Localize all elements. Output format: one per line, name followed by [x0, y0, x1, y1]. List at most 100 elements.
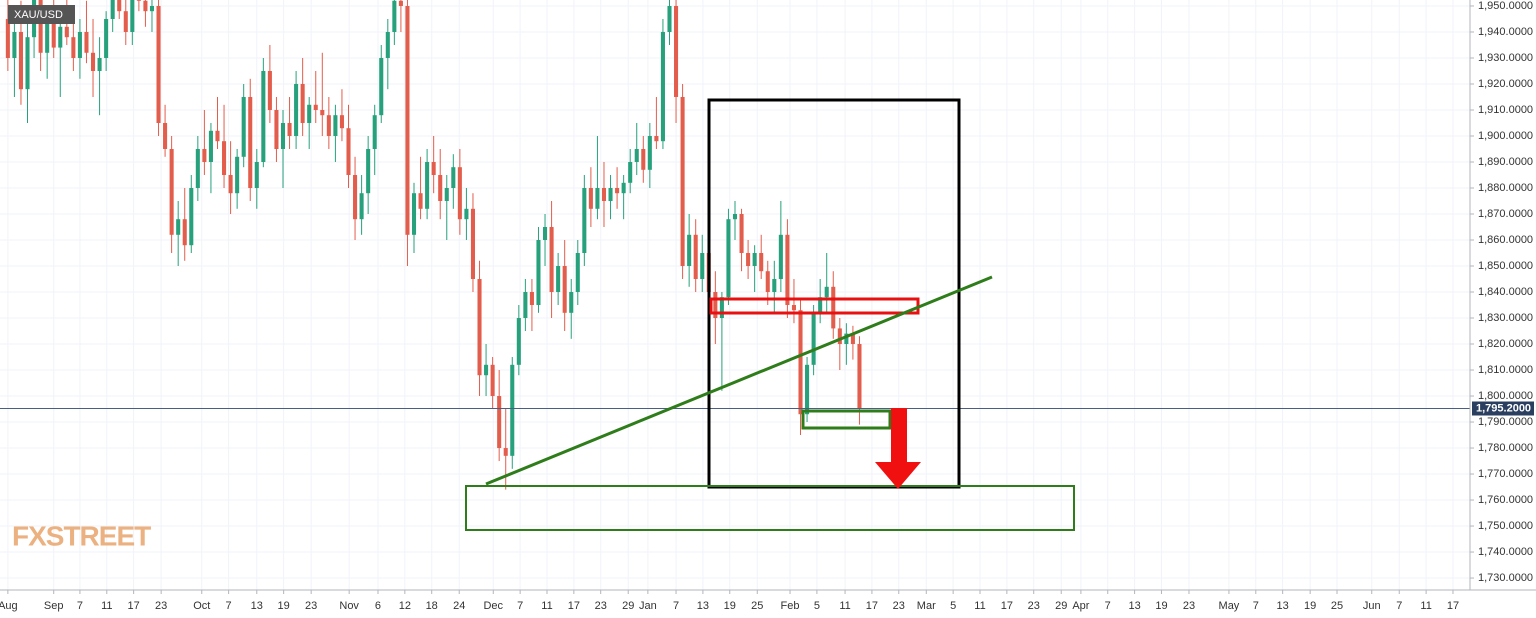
y-tick-label: 1,760.0000	[1478, 494, 1533, 506]
candle-body	[759, 253, 764, 272]
candle-body	[700, 253, 705, 280]
x-tick-label: Nov	[339, 600, 359, 612]
x-tick-label: 11	[541, 600, 552, 612]
candle-body	[176, 219, 181, 235]
y-tick-label: 1,850.0000	[1478, 260, 1533, 272]
candle-body	[418, 193, 423, 209]
x-tick-label: 11	[101, 600, 112, 612]
candle-body	[261, 70, 266, 162]
candle-body	[778, 234, 783, 280]
candle-body	[628, 161, 633, 183]
x-tick-label: 29	[622, 600, 634, 612]
candle-body	[536, 240, 541, 306]
x-tick-label: 7	[673, 600, 679, 612]
candle-body	[844, 333, 849, 345]
candles	[0, 0, 1470, 490]
candle-body	[346, 128, 351, 175]
candle-body	[529, 292, 534, 306]
x-tick-label: 23	[1028, 600, 1040, 612]
x-tick-label: 25	[1331, 600, 1343, 612]
candle-body	[215, 130, 220, 142]
x-tick-label: 11	[1420, 600, 1431, 612]
candle-body	[503, 448, 508, 456]
x-tick-label: 13	[1277, 600, 1289, 612]
candle-body	[425, 161, 430, 209]
candle-body	[45, 18, 50, 53]
trend-line	[485, 275, 993, 486]
low-box	[801, 409, 892, 430]
x-tick-label: Mar	[917, 600, 936, 612]
candle-body	[366, 148, 371, 194]
x-tick-label: 23	[305, 600, 317, 612]
candle-body	[732, 214, 738, 220]
candle-body	[660, 31, 665, 142]
x-tick-label: Oct	[193, 600, 210, 612]
candle-body	[241, 96, 246, 157]
x-tick-label: 19	[278, 600, 290, 612]
candle-body	[58, 26, 63, 48]
candle-body	[464, 208, 469, 220]
x-tick-label: 17	[1447, 600, 1459, 612]
x-tick-label: 13	[697, 600, 709, 612]
candle-body	[372, 115, 377, 149]
x-tick-label: 7	[226, 600, 232, 612]
candle-body	[326, 115, 331, 136]
x-tick-label: 7	[1253, 600, 1259, 612]
candle-body	[392, 0, 397, 32]
x-tick-label: Aug	[0, 600, 18, 612]
x-tick-label: Feb	[781, 600, 800, 612]
x-tick-label: Dec	[483, 600, 503, 612]
x-tick-label: 13	[1128, 600, 1140, 612]
candle-body	[451, 167, 456, 188]
x-tick-label: 19	[1304, 600, 1316, 612]
y-tick-label: 1,840.0000	[1478, 286, 1533, 298]
candle-body	[248, 96, 253, 188]
x-tick-label: 24	[453, 600, 465, 612]
candle-body	[228, 174, 233, 194]
candle-body	[497, 396, 502, 449]
x-tick-label: 13	[251, 600, 263, 612]
candle-body	[470, 208, 475, 280]
candle-body	[765, 271, 770, 293]
symbol: XAU/USD	[14, 9, 63, 21]
candle-body	[595, 187, 600, 209]
candle-body	[123, 11, 128, 32]
candle-body	[117, 0, 122, 12]
candle-body	[71, 37, 76, 58]
candle-body	[38, 0, 43, 53]
candle-body	[280, 122, 286, 149]
candle-body	[84, 31, 89, 53]
y-tick-label: 1,880.0000	[1478, 182, 1533, 194]
candle-body	[333, 115, 338, 136]
y-tick-label: 1,800.0000	[1478, 390, 1533, 402]
candle-body	[549, 227, 554, 293]
candle-body	[18, 31, 23, 90]
x-tick-label: 23	[595, 600, 607, 612]
candle-body	[444, 187, 449, 202]
candle-body	[647, 135, 652, 170]
y-tick-label: 1,750.0000	[1478, 520, 1533, 532]
candle-body	[798, 310, 803, 415]
candle-body	[562, 266, 567, 313]
candle-body	[621, 182, 626, 194]
y-tick-label: 1,940.0000	[1478, 26, 1533, 38]
candle-body	[654, 135, 659, 142]
candle-body	[97, 57, 102, 71]
arrow-shaft	[891, 408, 907, 464]
x-tick-label: 7	[77, 600, 83, 612]
candle-body	[77, 31, 82, 58]
candle-body	[189, 187, 194, 246]
candle-body	[25, 37, 30, 90]
candle-body	[608, 187, 613, 202]
y-tick-label: 1,920.0000	[1478, 78, 1533, 90]
candle-body	[719, 297, 724, 319]
candle-body	[811, 312, 816, 365]
candle-body	[510, 364, 515, 456]
candle-body	[556, 266, 561, 293]
candle-body	[674, 5, 679, 97]
candle-body	[739, 214, 744, 254]
candle-body	[398, 0, 403, 6]
